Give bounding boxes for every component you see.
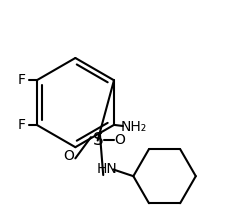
Text: NH₂: NH₂: [121, 120, 147, 134]
Text: S: S: [92, 132, 103, 149]
Text: HN: HN: [96, 163, 117, 176]
Text: O: O: [115, 134, 125, 147]
Text: F: F: [17, 118, 25, 132]
Text: O: O: [63, 149, 74, 163]
Text: F: F: [17, 73, 25, 87]
